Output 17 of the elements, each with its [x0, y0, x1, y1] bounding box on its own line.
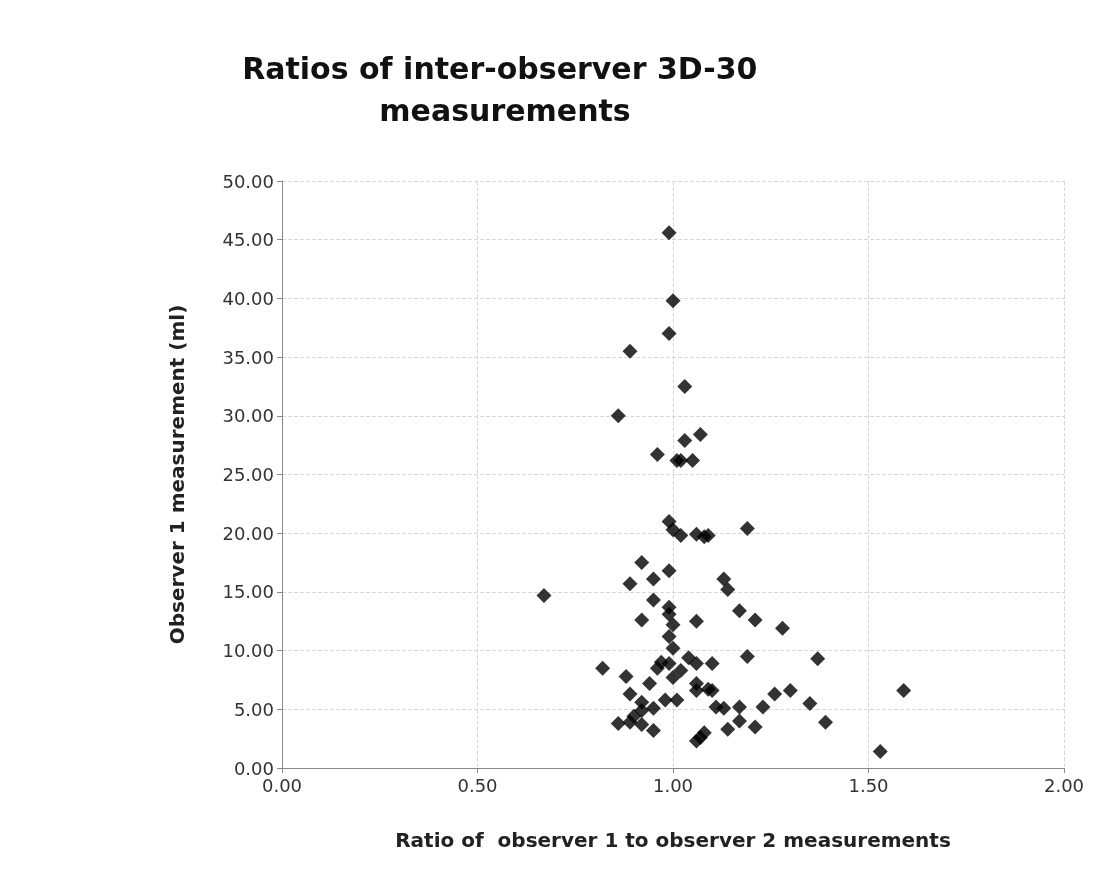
y-tick-label: 5.00: [233, 698, 274, 720]
y-tick-label: 25.00: [222, 464, 274, 485]
x-tick-label: 2.00: [1043, 774, 1085, 796]
x-tick-label: 1.00: [652, 774, 694, 796]
x-tick-label: 0.50: [457, 774, 498, 796]
y-tick-label: 45.00: [222, 229, 274, 251]
y-tick-label: 40.00: [222, 287, 274, 309]
y-tick-label: 15.00: [222, 581, 274, 603]
y-tick-label: 20.00: [222, 522, 274, 544]
y-tick-label: 30.00: [222, 405, 274, 427]
y-tick-label: 50.00: [222, 170, 274, 192]
x-axis-title: Ratio of observer 1 to observer 2 measurements: [395, 828, 951, 852]
y-axis-title: Observer 1 measurement (ml): [165, 304, 189, 645]
x-tick-label: 1.50: [848, 774, 889, 796]
y-tick-label: 10.00: [222, 640, 274, 662]
chart-title: Ratios of inter-observer 3D-30 measurements: [242, 50, 768, 128]
y-tick-label: 35.00: [222, 346, 274, 368]
